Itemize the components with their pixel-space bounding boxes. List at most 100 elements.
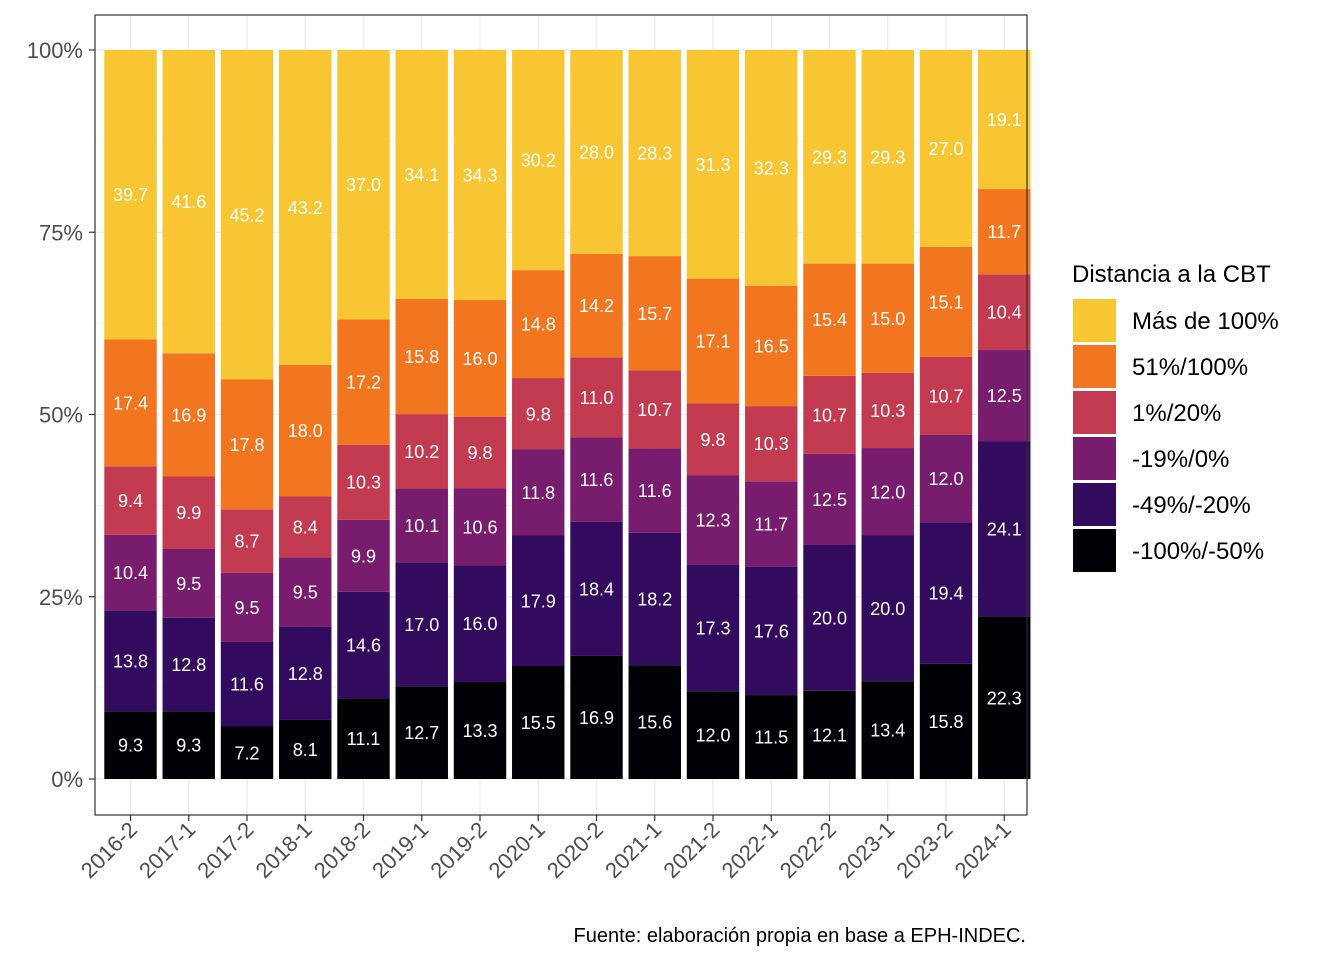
- bar-value-label: 11.8: [521, 483, 555, 503]
- bar-segment: [337, 50, 390, 320]
- bar-value-label: 12.7: [404, 723, 439, 743]
- bar-segment: [803, 50, 856, 264]
- bar-segment: [453, 488, 507, 566]
- bar-value-label: 15.6: [637, 713, 672, 733]
- bar-value-label: 19.4: [928, 584, 963, 604]
- bar-segment: [104, 711, 157, 779]
- bar-segment: [279, 719, 332, 779]
- bar-value-label: 10.4: [113, 563, 148, 583]
- bar-segment: [745, 285, 798, 407]
- bar-value-label: 17.4: [113, 393, 148, 413]
- legend-title: Distancia a la CBT: [1072, 261, 1271, 288]
- bar-segment: [512, 666, 565, 779]
- bar-value-label: 9.8: [467, 443, 492, 463]
- x-tick-label: 2019-2: [425, 817, 491, 883]
- bar-segment: [570, 253, 623, 358]
- bar-value-label: 28.3: [637, 144, 672, 164]
- bar-segment: [861, 535, 914, 682]
- bar-value-label: 12.8: [288, 664, 323, 684]
- bar-value-label: 28.0: [579, 142, 614, 162]
- x-tick-label: 2023-1: [833, 817, 899, 883]
- bar-segment: [279, 557, 332, 627]
- bar-segment: [337, 444, 390, 520]
- bar-segment: [978, 350, 1031, 442]
- bar-value-label: 18.2: [637, 590, 672, 610]
- bar-segment: [686, 564, 740, 692]
- bar-segment: [570, 521, 623, 656]
- bar-segment: [745, 406, 798, 482]
- bar-segment: [861, 372, 914, 449]
- bar-segment: [745, 695, 798, 779]
- bar-segment: [279, 364, 332, 497]
- bar-value-label: 11.1: [347, 729, 381, 749]
- x-tick-label: 2021-1: [600, 817, 666, 883]
- bar-segment: [861, 681, 914, 779]
- y-axis: 0% 25% 50% 75% 100%: [27, 38, 95, 792]
- bar-value-label: 16.9: [579, 708, 614, 728]
- legend: Distancia a la CBT Más de 100% 51%/100% 1%…: [1072, 261, 1279, 572]
- bar-segment: [686, 403, 740, 476]
- y-tick-label: 50%: [39, 403, 83, 428]
- bar-value-label: 12.0: [928, 469, 963, 489]
- y-tick-label: 0%: [51, 767, 83, 792]
- bar-stack-2017-1: 9.3 12.8 9.5 9.9 16.9 41.6: [162, 50, 215, 779]
- bar-segment: [919, 356, 973, 435]
- bar-segment: [628, 665, 681, 779]
- bar-segment: [628, 370, 681, 449]
- bar-value-label: 10.7: [928, 386, 963, 406]
- bar-segment: [337, 519, 390, 592]
- bar-value-label: 18.4: [579, 579, 614, 599]
- bar-segment: [512, 535, 565, 667]
- bar-value-label: 19.1: [987, 110, 1022, 130]
- bar-stack-2018-2: 11.1 14.6 9.9 10.3 17.2 37.0: [337, 50, 390, 779]
- legend-item: 1%/20%: [1073, 391, 1221, 434]
- bar-value-label: 9.5: [234, 598, 259, 618]
- legend-swatch: [1073, 299, 1116, 342]
- bar-segment: [220, 379, 274, 510]
- bar-segment: [861, 263, 914, 373]
- bar-segment: [395, 562, 448, 687]
- bar-value-label: 9.9: [351, 546, 376, 566]
- bar-value-label: 13.4: [870, 721, 905, 741]
- bar-segment: [337, 698, 390, 779]
- bar-segment: [978, 616, 1031, 779]
- bar-value-label: 20.0: [812, 608, 847, 628]
- bar-stack-2016-2: 9.3 13.8 10.4 9.4 17.4 39.7: [104, 50, 157, 779]
- bar-segment: [919, 522, 973, 664]
- bar-value-label: 9.5: [176, 574, 201, 594]
- bar-segment: [453, 565, 507, 683]
- bar-value-label: 22.3: [987, 688, 1022, 708]
- bar-value-label: 10.6: [462, 517, 497, 537]
- bar-value-label: 15.4: [812, 310, 847, 330]
- legend-label: -19%/0%: [1132, 446, 1229, 473]
- bar-segment: [162, 548, 215, 618]
- bar-segment: [279, 496, 332, 558]
- bar-value-label: 17.6: [754, 621, 789, 641]
- bar-segment: [745, 481, 798, 567]
- bar-value-label: 14.2: [579, 296, 614, 316]
- bar-value-label: 11.6: [638, 481, 672, 501]
- bar-segment: [337, 319, 390, 445]
- bars: 9.3 13.8 10.4 9.4 17.4 39.7 9.3 12.8 9.5 9.9 16.9 4…: [104, 50, 1031, 779]
- bar-value-label: 8.4: [293, 517, 318, 537]
- bar-value-label: 12.3: [695, 511, 730, 531]
- bar-segment: [686, 691, 740, 779]
- x-tick-label: 2016-2: [76, 817, 142, 883]
- bar-segment: [919, 50, 973, 247]
- x-tick-label: 2020-2: [542, 817, 608, 883]
- x-tick-label: 2023-2: [891, 817, 957, 883]
- bar-segment: [453, 416, 507, 489]
- bar-segment: [162, 353, 215, 477]
- bar-segment: [279, 50, 332, 365]
- legend-swatch: [1073, 483, 1116, 526]
- bar-segment: [628, 50, 681, 257]
- bar-segment: [803, 544, 856, 691]
- bar-segment: [512, 50, 565, 271]
- bar-segment: [220, 641, 274, 727]
- bar-value-label: 17.0: [404, 615, 439, 635]
- bar-segment: [279, 626, 332, 720]
- bar-value-label: 10.1: [404, 516, 439, 536]
- x-tick-label: 2020-1: [484, 817, 550, 883]
- bar-segment: [220, 50, 274, 380]
- bar-value-label: 13.8: [113, 651, 148, 671]
